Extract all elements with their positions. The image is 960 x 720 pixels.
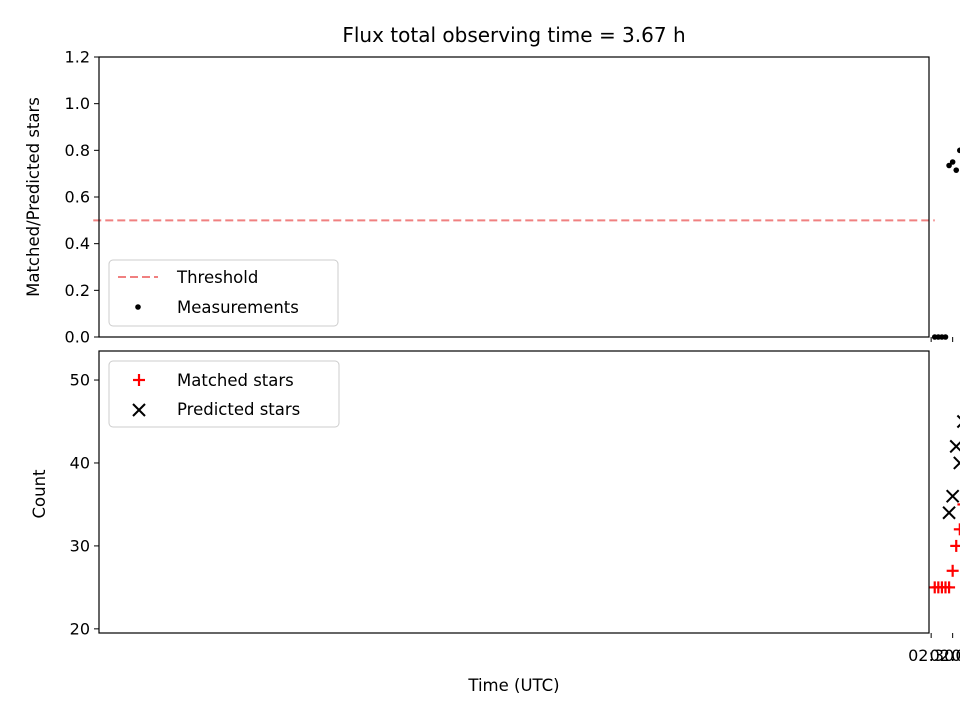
top-panel: 0.0 0.2 0.4 0.6 0.8 1.0 1.2 Matched/Predicted … bbox=[24, 48, 960, 347]
bottom-y-axis-label: Count bbox=[30, 469, 49, 519]
y-tick-label: 1.0 bbox=[65, 94, 90, 113]
legend-matched-label: Matched stars bbox=[177, 371, 294, 390]
top-legend: Threshold Measurements bbox=[108, 259, 339, 327]
matched-star-point bbox=[957, 503, 960, 506]
legend-predicted-label: Predicted stars bbox=[177, 400, 300, 419]
bottom-x-ticks: 22:0022:3023:0023:3000:0000:3001:0001:30… bbox=[908, 633, 960, 665]
chart-title: Flux total observing time = 3.67 h bbox=[342, 23, 685, 47]
bottom-legend-box bbox=[108, 360, 340, 428]
top-axes-frame bbox=[98, 56, 930, 338]
predicted-star-point bbox=[956, 414, 960, 429]
legend-predicted-swatch bbox=[132, 403, 146, 417]
predicted-star-point bbox=[945, 489, 960, 503]
predicted-star-point bbox=[942, 506, 956, 520]
legend-measurements-swatch bbox=[135, 304, 141, 310]
legend-measurements-label: Measurements bbox=[177, 298, 299, 317]
x-tick-label: 02:30 bbox=[908, 646, 954, 665]
top-legend-box bbox=[108, 259, 339, 327]
measurement-points bbox=[931, 147, 960, 340]
matched-star-point bbox=[946, 564, 959, 577]
legend-matched-swatch bbox=[133, 374, 145, 386]
measurement-point bbox=[949, 159, 956, 165]
y-tick-label: 20 bbox=[70, 619, 90, 638]
y-tick-label: 0.6 bbox=[65, 188, 90, 207]
y-tick-label: 1.2 bbox=[65, 48, 90, 67]
measurement-point bbox=[931, 334, 938, 340]
x-axis-label: Time (UTC) bbox=[467, 676, 559, 695]
measurement-point bbox=[957, 147, 960, 154]
y-tick-label: 40 bbox=[70, 453, 90, 472]
bottom-legend: Matched stars Predicted stars bbox=[108, 360, 340, 428]
y-tick-label: 0.0 bbox=[65, 328, 90, 347]
legend-threshold-label: Threshold bbox=[176, 268, 258, 287]
y-tick-label: 50 bbox=[70, 371, 90, 390]
top-y-ticks: 0.0 0.2 0.4 0.6 0.8 1.0 1.2 bbox=[65, 48, 99, 347]
count-points bbox=[928, 414, 960, 594]
x-tick-label: 01:30 bbox=[951, 646, 960, 665]
matched-star-point bbox=[928, 581, 941, 594]
y-tick-label: 0.8 bbox=[65, 141, 90, 160]
y-tick-label: 30 bbox=[70, 536, 90, 555]
predicted-star-point bbox=[949, 439, 960, 454]
matched-star-point bbox=[950, 539, 960, 552]
top-y-axis-label: Matched/Predicted stars bbox=[24, 97, 43, 297]
measurement-point bbox=[946, 162, 952, 169]
x-tick-label: 02:00 bbox=[930, 646, 960, 665]
bottom-y-ticks: 20 30 40 50 bbox=[70, 371, 99, 638]
y-tick-label: 0.2 bbox=[65, 281, 90, 300]
bottom-axes-frame bbox=[98, 350, 930, 634]
bottom-panel: 20 30 40 50 22:0022:3023:0023:3000:0000:300… bbox=[30, 350, 960, 695]
y-tick-label: 0.4 bbox=[65, 234, 90, 253]
top-x-ticks bbox=[930, 337, 954, 342]
measurement-point bbox=[953, 167, 960, 173]
